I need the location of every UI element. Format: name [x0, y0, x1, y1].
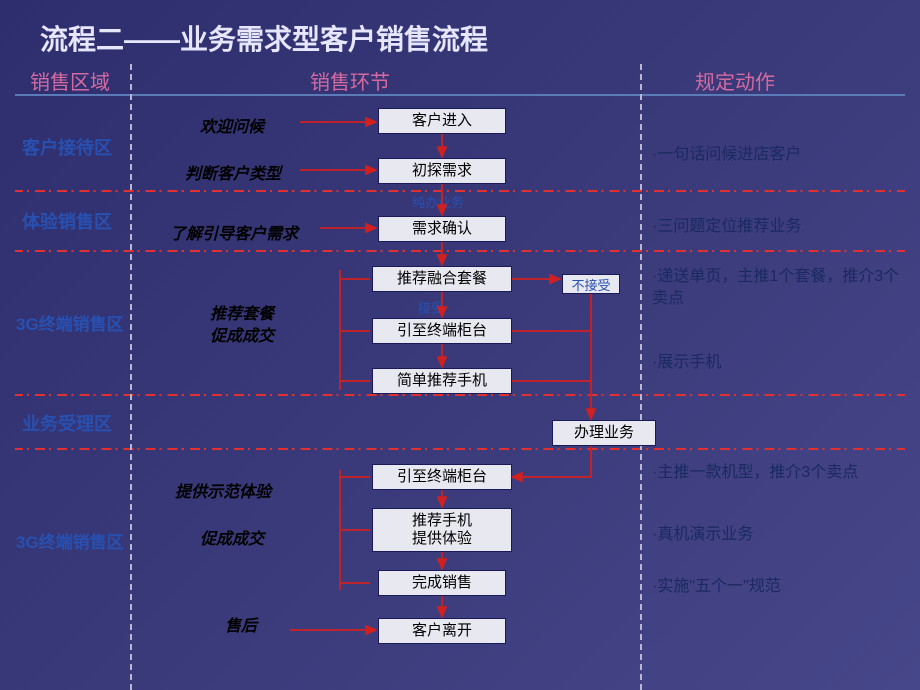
column-divider: [640, 64, 642, 690]
column-divider: [130, 64, 132, 690]
flow-node: 推荐融合套餐: [372, 266, 512, 292]
action-text: ·三问题定位推荐业务: [652, 212, 801, 236]
flow-node: 简单推荐手机: [372, 368, 512, 394]
section-divider: [15, 448, 905, 450]
section-divider: [15, 394, 905, 396]
step-label: 促成成交: [200, 525, 264, 549]
step-label: 推荐套餐: [210, 300, 274, 324]
flow-node: 引至终端柜台: [372, 464, 512, 490]
step-label: 欢迎问候: [200, 113, 264, 137]
action-text: ·主推一款机型，推介3个卖点: [652, 462, 902, 484]
edge-label: 纯办业务: [412, 192, 464, 211]
zone-label: 体验销售区: [22, 208, 112, 234]
page-title: 流程二——业务需求型客户销售流程: [40, 18, 488, 58]
step-label: 判断客户类型: [185, 160, 281, 184]
step-label: 售后: [225, 612, 257, 636]
flow-node: 引至终端柜台: [372, 318, 512, 344]
flow-node: 完成销售: [378, 570, 506, 596]
decision-node: 不接受: [562, 274, 620, 294]
action-text: ·实施"五个一"规范: [652, 572, 781, 596]
header-rule: [15, 94, 905, 96]
flow-node: 客户进入: [378, 108, 506, 134]
flow-node: 需求确认: [378, 216, 506, 242]
action-text: ·真机演示业务: [652, 520, 753, 544]
col-header-action: 规定动作: [695, 66, 775, 95]
step-label: 促成成交: [210, 322, 274, 346]
section-divider: [15, 250, 905, 252]
zone-label: 3G终端销售区: [16, 528, 124, 553]
col-header-step: 销售环节: [310, 66, 390, 95]
flow-node: 办理业务: [552, 420, 656, 446]
zone-label: 3G终端销售区: [16, 310, 124, 335]
col-header-zone: 销售区域: [30, 66, 110, 95]
zone-label: 业务受理区: [22, 410, 112, 436]
edge-label: 接受: [418, 298, 444, 317]
flow-node: 客户离开: [378, 618, 506, 644]
flow-node: 初探需求: [378, 158, 506, 184]
zone-label: 客户接待区: [22, 134, 112, 160]
action-text: ·展示手机: [652, 348, 721, 372]
step-label: 提供示范体验: [175, 478, 271, 502]
action-text: ·递送单页，主推1个套餐，推介3个卖点: [652, 266, 902, 311]
step-label: 了解引导客户需求: [170, 220, 298, 244]
action-text: ·一句话问候进店客户: [652, 140, 801, 164]
flow-node: 推荐手机 提供体验: [372, 508, 512, 552]
